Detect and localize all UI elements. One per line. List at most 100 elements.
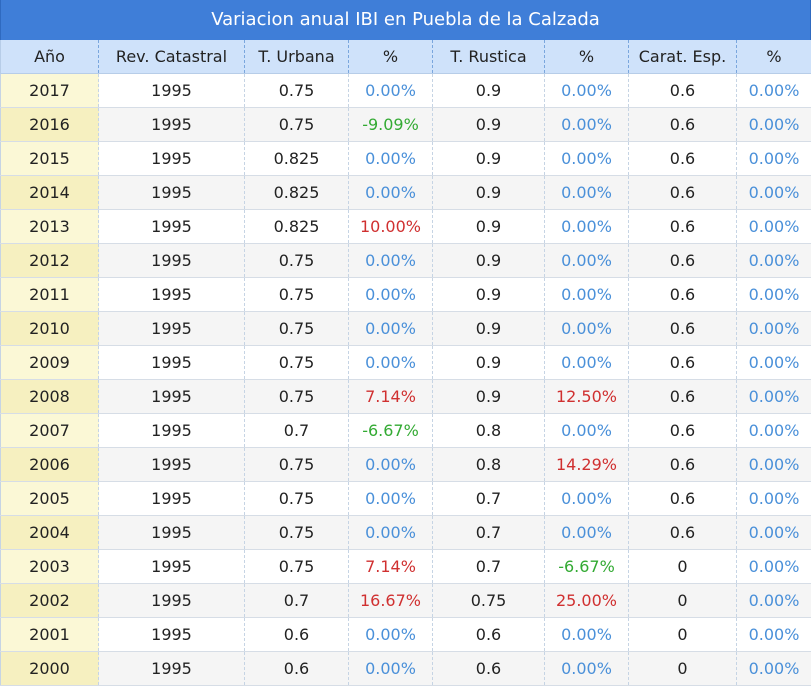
header-rev-catastral[interactable]: Rev. Catastral [98, 40, 245, 74]
carat-pct-cell: 0.00% [736, 379, 811, 414]
carat-esp-cell: 0 [628, 651, 737, 686]
rev-catastral-cell: 1995 [98, 209, 245, 244]
table-row: 2010 1995 0.75 0.00% 0.9 0.00% 0.6 0.00% [0, 311, 811, 346]
rustica-pct-cell: 12.50% [544, 379, 629, 414]
urbana-pct-cell: 0.00% [348, 651, 433, 686]
rev-catastral-cell: 1995 [98, 583, 245, 618]
year-cell: 2002 [0, 583, 99, 618]
header-urbana-pct[interactable]: % [348, 40, 433, 74]
rev-catastral-cell: 1995 [98, 73, 245, 108]
header-t-rustica[interactable]: T. Rustica [432, 40, 545, 74]
header-carat-pct[interactable]: % [736, 40, 811, 74]
table-row: 2012 1995 0.75 0.00% 0.9 0.00% 0.6 0.00% [0, 243, 811, 278]
t-rustica-cell: 0.9 [432, 73, 545, 108]
header-rustica-pct[interactable]: % [544, 40, 629, 74]
year-cell: 2008 [0, 379, 99, 414]
year-cell: 2009 [0, 345, 99, 380]
t-rustica-cell: 0.9 [432, 107, 545, 142]
carat-pct-cell: 0.00% [736, 311, 811, 346]
t-rustica-cell: 0.9 [432, 243, 545, 278]
table-row: 2009 1995 0.75 0.00% 0.9 0.00% 0.6 0.00% [0, 345, 811, 380]
t-rustica-cell: 0.9 [432, 379, 545, 414]
year-cell: 2010 [0, 311, 99, 346]
carat-esp-cell: 0.6 [628, 73, 737, 108]
table-row: 2001 1995 0.6 0.00% 0.6 0.00% 0 0.00% [0, 617, 811, 652]
urbana-pct-cell: 0.00% [348, 617, 433, 652]
table-row: 2003 1995 0.75 7.14% 0.7 -6.67% 0 0.00% [0, 549, 811, 584]
header-row: Año Rev. Catastral T. Urbana % T. Rustic… [0, 40, 811, 74]
carat-pct-cell: 0.00% [736, 481, 811, 516]
t-urbana-cell: 0.75 [244, 107, 349, 142]
carat-pct-cell: 0.00% [736, 175, 811, 210]
t-urbana-cell: 0.7 [244, 583, 349, 618]
t-rustica-cell: 0.75 [432, 583, 545, 618]
rustica-pct-cell: 0.00% [544, 481, 629, 516]
header-year[interactable]: Año [0, 40, 99, 74]
t-rustica-cell: 0.9 [432, 209, 545, 244]
t-urbana-cell: 0.75 [244, 277, 349, 312]
carat-pct-cell: 0.00% [736, 515, 811, 550]
rev-catastral-cell: 1995 [98, 243, 245, 278]
urbana-pct-cell: 0.00% [348, 243, 433, 278]
year-cell: 2013 [0, 209, 99, 244]
carat-pct-cell: 0.00% [736, 651, 811, 686]
urbana-pct-cell: 7.14% [348, 549, 433, 584]
t-urbana-cell: 0.75 [244, 311, 349, 346]
t-rustica-cell: 0.8 [432, 447, 545, 482]
header-t-urbana[interactable]: T. Urbana [244, 40, 349, 74]
t-urbana-cell: 0.825 [244, 209, 349, 244]
table-row: 2011 1995 0.75 0.00% 0.9 0.00% 0.6 0.00% [0, 277, 811, 312]
t-rustica-cell: 0.9 [432, 141, 545, 176]
year-cell: 2001 [0, 617, 99, 652]
table-row: 2005 1995 0.75 0.00% 0.7 0.00% 0.6 0.00% [0, 481, 811, 516]
t-urbana-cell: 0.75 [244, 243, 349, 278]
table-row: 2006 1995 0.75 0.00% 0.8 14.29% 0.6 0.00% [0, 447, 811, 482]
rev-catastral-cell: 1995 [98, 549, 245, 584]
urbana-pct-cell: 10.00% [348, 209, 433, 244]
carat-pct-cell: 0.00% [736, 243, 811, 278]
t-rustica-cell: 0.8 [432, 413, 545, 448]
year-cell: 2014 [0, 175, 99, 210]
table-row: 2017 1995 0.75 0.00% 0.9 0.00% 0.6 0.00% [0, 73, 811, 108]
t-urbana-cell: 0.75 [244, 379, 349, 414]
urbana-pct-cell: 0.00% [348, 175, 433, 210]
carat-pct-cell: 0.00% [736, 617, 811, 652]
rev-catastral-cell: 1995 [98, 345, 245, 380]
header-carat-esp[interactable]: Carat. Esp. [628, 40, 737, 74]
urbana-pct-cell: 0.00% [348, 447, 433, 482]
rev-catastral-cell: 1995 [98, 107, 245, 142]
table-title: Variacion anual IBI en Puebla de la Calz… [0, 0, 811, 40]
year-cell: 2017 [0, 73, 99, 108]
urbana-pct-cell: -6.67% [348, 413, 433, 448]
t-urbana-cell: 0.6 [244, 617, 349, 652]
urbana-pct-cell: 16.67% [348, 583, 433, 618]
year-cell: 2016 [0, 107, 99, 142]
rustica-pct-cell: -6.67% [544, 549, 629, 584]
carat-pct-cell: 0.00% [736, 583, 811, 618]
carat-esp-cell: 0 [628, 617, 737, 652]
t-urbana-cell: 0.75 [244, 549, 349, 584]
table-row: 2002 1995 0.7 16.67% 0.75 25.00% 0 0.00% [0, 583, 811, 618]
year-cell: 2003 [0, 549, 99, 584]
urbana-pct-cell: 0.00% [348, 277, 433, 312]
carat-esp-cell: 0.6 [628, 175, 737, 210]
rev-catastral-cell: 1995 [98, 447, 245, 482]
t-urbana-cell: 0.6 [244, 651, 349, 686]
rustica-pct-cell: 0.00% [544, 651, 629, 686]
t-rustica-cell: 0.6 [432, 651, 545, 686]
t-urbana-cell: 0.75 [244, 73, 349, 108]
carat-pct-cell: 0.00% [736, 447, 811, 482]
table-row: 2013 1995 0.825 10.00% 0.9 0.00% 0.6 0.00% [0, 209, 811, 244]
urbana-pct-cell: 0.00% [348, 345, 433, 380]
carat-pct-cell: 0.00% [736, 413, 811, 448]
t-urbana-cell: 0.825 [244, 141, 349, 176]
rustica-pct-cell: 0.00% [544, 141, 629, 176]
t-urbana-cell: 0.7 [244, 413, 349, 448]
carat-esp-cell: 0.6 [628, 515, 737, 550]
urbana-pct-cell: -9.09% [348, 107, 433, 142]
rustica-pct-cell: 0.00% [544, 515, 629, 550]
table-row: 2000 1995 0.6 0.00% 0.6 0.00% 0 0.00% [0, 651, 811, 686]
t-urbana-cell: 0.75 [244, 345, 349, 380]
ibi-variation-table: Año Rev. Catastral T. Urbana % T. Rustic… [0, 40, 811, 686]
rev-catastral-cell: 1995 [98, 651, 245, 686]
